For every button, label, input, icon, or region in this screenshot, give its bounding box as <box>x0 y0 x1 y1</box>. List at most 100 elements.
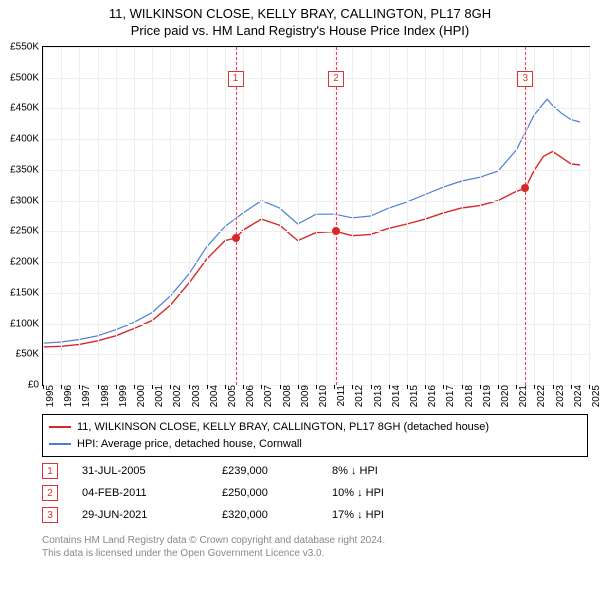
gridline-v <box>425 47 426 385</box>
y-axis-label: £100K <box>10 318 39 329</box>
series-hpi <box>43 99 580 343</box>
sale-marker-badge: 1 <box>228 71 244 87</box>
x-axis-label: 2022 <box>534 385 547 407</box>
y-axis-label: £550K <box>10 42 39 53</box>
y-axis-label: £250K <box>10 226 39 237</box>
sale-row: 1 31-JUL-2005£239,0008% ↓ HPI <box>42 460 442 482</box>
sale-row-delta: 8% ↓ HPI <box>332 465 442 477</box>
x-axis-label: 2012 <box>352 385 365 407</box>
x-axis-label: 2011 <box>334 385 347 407</box>
x-axis-label: 1995 <box>43 385 56 407</box>
y-axis-label: £50K <box>16 349 39 360</box>
gridline-v <box>462 47 463 385</box>
gridline-v <box>352 47 353 385</box>
gridline-v <box>152 47 153 385</box>
sales-table: 1 31-JUL-2005£239,0008% ↓ HPI 204-FEB-2011… <box>42 460 442 526</box>
x-axis-label: 2010 <box>316 385 329 407</box>
x-axis-label: 2001 <box>152 385 165 407</box>
legend-label: 11, WILKINSON CLOSE, KELLY BRAY, CALLING… <box>77 419 489 436</box>
x-axis-label: 1997 <box>79 385 92 407</box>
x-axis-label: 2014 <box>389 385 402 407</box>
x-axis-label: 2013 <box>371 385 384 407</box>
gridline-v <box>261 47 262 385</box>
sale-marker-badge: 3 <box>517 71 533 87</box>
gridline-v <box>553 47 554 385</box>
sale-row-badge: 3 <box>42 507 58 523</box>
sale-marker-line <box>236 47 237 385</box>
x-axis-label: 2023 <box>553 385 566 407</box>
gridline-v <box>79 47 80 385</box>
gridline-v <box>61 47 62 385</box>
sale-marker-dot <box>232 234 240 242</box>
sale-row-price: £320,000 <box>222 509 332 521</box>
x-axis-label: 2004 <box>207 385 220 407</box>
sale-row-delta: 10% ↓ HPI <box>332 487 442 499</box>
x-axis-label: 2021 <box>516 385 529 407</box>
gridline-v <box>389 47 390 385</box>
series-property <box>43 152 580 347</box>
x-axis-label: 2018 <box>462 385 475 407</box>
legend-swatch <box>49 443 71 445</box>
x-axis-label: 2002 <box>170 385 183 407</box>
sale-marker-dot <box>521 184 529 192</box>
gridline-v <box>516 47 517 385</box>
gridline-v <box>371 47 372 385</box>
gridline-v <box>589 47 590 385</box>
sale-row: 204-FEB-2011£250,00010% ↓ HPI <box>42 482 442 504</box>
sale-marker-line <box>336 47 337 385</box>
gridline-v <box>280 47 281 385</box>
footer-line-1: Contains HM Land Registry data © Crown c… <box>42 534 385 547</box>
x-axis-label: 2005 <box>225 385 238 407</box>
x-axis-label: 2020 <box>498 385 511 407</box>
x-axis-label: 2003 <box>189 385 202 407</box>
sale-row: 329-JUN-2021£320,00017% ↓ HPI <box>42 504 442 526</box>
sale-marker-dot <box>332 227 340 235</box>
gridline-v <box>134 47 135 385</box>
legend-item: 11, WILKINSON CLOSE, KELLY BRAY, CALLING… <box>49 419 581 436</box>
legend-label: HPI: Average price, detached house, Corn… <box>77 436 302 453</box>
gridline-v <box>407 47 408 385</box>
sale-row-date: 04-FEB-2011 <box>82 487 222 499</box>
y-axis-label: £0 <box>28 380 39 391</box>
x-axis-label: 2009 <box>298 385 311 407</box>
gridline-v <box>571 47 572 385</box>
sale-row-badge: 1 <box>42 463 58 479</box>
plot-area: £0£50K£100K£150K£200K£250K£300K£350K£400… <box>42 46 590 386</box>
x-axis-label: 2017 <box>443 385 456 407</box>
gridline-v <box>498 47 499 385</box>
gridline-v <box>43 47 44 385</box>
x-axis-label: 1998 <box>98 385 111 407</box>
y-axis-label: £450K <box>10 103 39 114</box>
y-axis-label: £150K <box>10 287 39 298</box>
sale-row-date: 29-JUN-2021 <box>82 509 222 521</box>
legend-swatch <box>49 426 71 428</box>
footer-line-2: This data is licensed under the Open Gov… <box>42 547 385 560</box>
gridline-v <box>116 47 117 385</box>
sale-row-date: 31-JUL-2005 <box>82 465 222 477</box>
gridline-v <box>225 47 226 385</box>
y-axis-label: £350K <box>10 164 39 175</box>
x-axis-label: 2008 <box>280 385 293 407</box>
x-axis-label: 2000 <box>134 385 147 407</box>
root: 11, WILKINSON CLOSE, KELLY BRAY, CALLING… <box>0 0 600 590</box>
x-axis-label: 2024 <box>571 385 584 407</box>
gridline-v <box>207 47 208 385</box>
x-axis-label: 2025 <box>589 385 600 407</box>
legend-item: HPI: Average price, detached house, Corn… <box>49 436 581 453</box>
x-axis-label: 2016 <box>425 385 438 407</box>
chart: £0£50K£100K£150K£200K£250K£300K£350K£400… <box>42 46 590 408</box>
gridline-v <box>316 47 317 385</box>
y-axis-label: £200K <box>10 257 39 268</box>
gridline-v <box>170 47 171 385</box>
gridline-v <box>243 47 244 385</box>
x-axis-label: 1996 <box>61 385 74 407</box>
gridline-v <box>443 47 444 385</box>
x-axis-label: 2015 <box>407 385 420 407</box>
x-axis-label: 1999 <box>116 385 129 407</box>
gridline-v <box>298 47 299 385</box>
sale-row-price: £239,000 <box>222 465 332 477</box>
x-axis-label: 2006 <box>243 385 256 407</box>
y-axis-label: £500K <box>10 72 39 83</box>
y-axis-label: £400K <box>10 134 39 145</box>
gridline-v <box>480 47 481 385</box>
